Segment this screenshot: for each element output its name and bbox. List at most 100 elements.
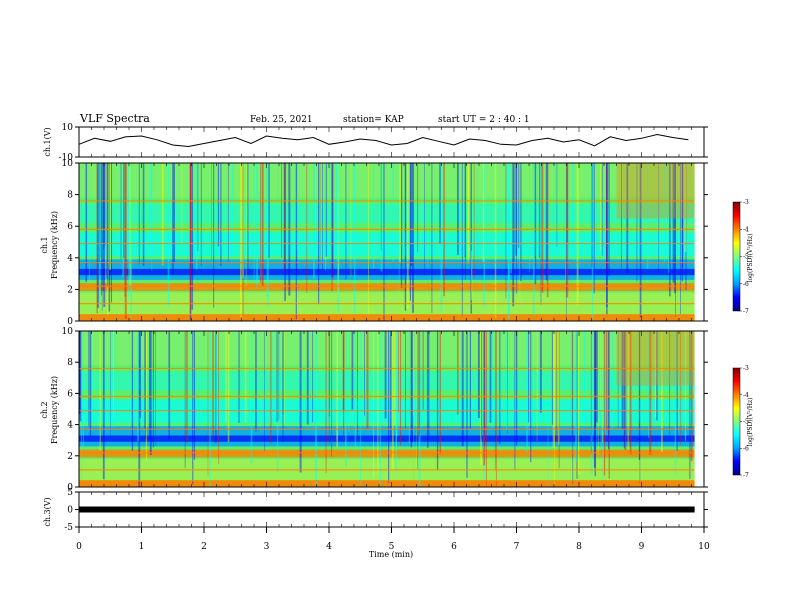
ch1-ylabel: ch.1(V) bbox=[43, 127, 52, 156]
ch1-spec-streak bbox=[331, 163, 334, 278]
ch1-spec-streak bbox=[103, 163, 106, 307]
ch1-spec-streak bbox=[681, 163, 683, 282]
ch2-spec-band bbox=[79, 331, 704, 366]
ch2-spec-ytick-label: 2 bbox=[67, 452, 73, 462]
ch2-spec-streak bbox=[168, 331, 171, 440]
ch1-spec-streak bbox=[325, 163, 327, 257]
ch2-spec-streak bbox=[684, 331, 687, 441]
time-axis-label: 4 bbox=[326, 542, 332, 552]
ch1-spec-streak bbox=[337, 163, 339, 298]
cbar2-bar bbox=[732, 367, 741, 476]
ch1-spec-streak bbox=[606, 163, 608, 308]
ch1-spec-streak bbox=[674, 163, 676, 294]
ch1-spec-streak bbox=[98, 163, 101, 304]
ch1-spec-streak bbox=[172, 163, 174, 274]
ch2-spec-streak bbox=[507, 331, 508, 434]
ch1-spec-streak bbox=[439, 163, 441, 245]
ch1-spec-streak bbox=[431, 163, 433, 313]
ch1-spec-streak bbox=[130, 163, 133, 318]
ch2-spec-streak bbox=[557, 331, 560, 446]
ch1-spec-streak bbox=[467, 163, 470, 258]
ch2-spec-streak bbox=[639, 331, 641, 484]
time-axis-label: 6 bbox=[451, 542, 457, 552]
ch2-spec-streak bbox=[342, 331, 345, 412]
ch1-spec-streak bbox=[256, 163, 258, 289]
ch1-spec-streak bbox=[189, 163, 192, 313]
ch1-spec-ytick-label: 4 bbox=[67, 254, 73, 264]
ch2-spec-streak bbox=[184, 331, 186, 469]
ch1-spec-streak bbox=[566, 163, 569, 298]
ch2-spec-streak bbox=[193, 331, 196, 460]
ch1-spec-streak bbox=[295, 163, 297, 320]
time-axis-label: 3 bbox=[264, 542, 270, 552]
ch2-spec-streak bbox=[244, 331, 247, 423]
ch1-spec-streak bbox=[181, 163, 183, 245]
ch1-spec-ytick-label: 8 bbox=[67, 191, 73, 201]
ch1-spec-streak bbox=[97, 163, 100, 308]
ch2-spec-streak bbox=[577, 331, 580, 475]
ch1-spec-ylabel-a: ch.1 bbox=[40, 236, 49, 253]
ch2-spec-streak bbox=[466, 331, 468, 478]
cbar1-tick-label: -6 bbox=[743, 281, 749, 288]
ch2-spec-streak bbox=[416, 331, 418, 468]
ch2-spec-streak bbox=[408, 331, 411, 444]
ch2-spec-streak bbox=[212, 331, 214, 437]
time-axis-label: 0 bbox=[76, 542, 82, 552]
cbar1-tick-label: -7 bbox=[743, 308, 749, 315]
time-axis-label: 8 bbox=[576, 542, 582, 552]
ch1-spec-streak bbox=[663, 163, 665, 264]
ch2-spec-streak bbox=[417, 331, 419, 470]
ch1-spec-streak bbox=[281, 163, 282, 258]
ch2-spec-streak bbox=[276, 331, 279, 473]
ch1-spec-streak bbox=[565, 163, 567, 319]
ch1-spec-streak bbox=[507, 163, 510, 318]
ch1-spec-streak bbox=[232, 163, 234, 250]
ch2-spec-ytick-label: 8 bbox=[67, 358, 73, 368]
ch1-spec-streak bbox=[245, 163, 247, 287]
ch2-spec-streak bbox=[598, 331, 600, 415]
ch1-spec-streak bbox=[313, 163, 315, 279]
station-label: station= KAP bbox=[343, 115, 404, 125]
ch2-spec-streak bbox=[144, 331, 146, 429]
ch2-spec-streak bbox=[602, 331, 604, 480]
ch2-spec-streak bbox=[477, 331, 480, 419]
ch2-spec-streak bbox=[209, 331, 210, 423]
ch2-spec-streak bbox=[469, 331, 472, 429]
ch1-spec-streak bbox=[647, 163, 649, 269]
ch2-spec-streak bbox=[255, 331, 257, 432]
ch1-spec-streak bbox=[220, 163, 222, 267]
ch1-spec-streak bbox=[471, 163, 472, 251]
ch3-ylabel: ch.3(V) bbox=[43, 497, 52, 526]
ch1-spec-band bbox=[79, 232, 704, 257]
ch1-spec-ytick-label: 2 bbox=[67, 285, 73, 295]
ch2-spec-streak bbox=[593, 331, 596, 468]
ch1-spec-streak bbox=[680, 163, 681, 314]
ch1-spec-streak bbox=[539, 163, 541, 253]
ch1-spec-streak bbox=[191, 163, 194, 310]
ch2-spec-band bbox=[79, 435, 704, 442]
ch2-spec-streak bbox=[689, 331, 691, 480]
cbar2-tick-label: -7 bbox=[743, 472, 749, 479]
ch2-spec-streak bbox=[79, 331, 81, 414]
ch2-spec-streak bbox=[428, 331, 430, 437]
ch2-spec-streak bbox=[556, 331, 557, 442]
ch1-spec-streak bbox=[296, 163, 298, 271]
ch1-spec-streak bbox=[267, 163, 269, 308]
ch2-spec-streak bbox=[145, 331, 148, 461]
ch2-spec-streak bbox=[603, 331, 606, 476]
ch2-spec-streak bbox=[410, 331, 413, 448]
ch2-spectrogram-panel: 0 2 4 6 8 10 bbox=[62, 327, 708, 493]
ch1-spec-streak bbox=[197, 163, 199, 252]
ch2-spec-streak bbox=[394, 331, 396, 425]
ch1-spec-streak bbox=[599, 163, 601, 251]
ch2-spec-streak bbox=[457, 331, 459, 415]
ch1-spec-streak bbox=[103, 163, 105, 250]
ch2-spec-streak bbox=[590, 331, 592, 454]
ch1-spec-streak bbox=[102, 163, 104, 292]
ch2-spec-streak bbox=[137, 331, 139, 442]
figure-title: VLF Spectra bbox=[79, 112, 150, 125]
ch1-spec-streak bbox=[211, 163, 212, 261]
ch1-spec-streak bbox=[190, 163, 191, 249]
ch1-spec-streak bbox=[400, 163, 403, 288]
ch1-spec-streak bbox=[424, 163, 425, 276]
